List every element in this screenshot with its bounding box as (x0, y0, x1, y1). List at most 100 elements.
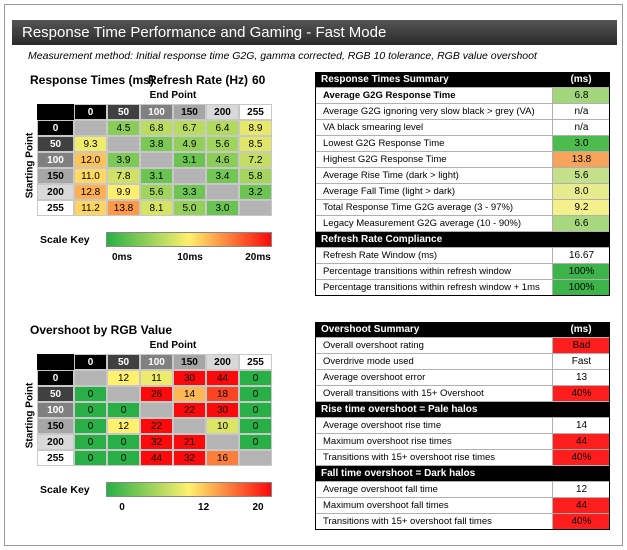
matrix-cell: 0 (107, 434, 140, 450)
matrix-cell: 44 (140, 450, 173, 466)
summary-label: Transitions with 15+ overshoot rise time… (323, 452, 496, 463)
column-header: 50 (107, 354, 140, 370)
section-header: Response Times Summary (ms) (315, 72, 610, 88)
summary-label: Maximum overshoot rise times (323, 436, 452, 447)
matrix-cell: 32 (173, 450, 206, 466)
column-header: 0 (74, 104, 107, 120)
summary-label: Legacy Measurement G2G average (10 - 90%… (323, 218, 522, 229)
matrix-cell: 3.1 (173, 152, 206, 168)
matrix-cell: 12 (107, 418, 140, 434)
summary-value: 6.6 (552, 216, 610, 231)
refresh-label: Refresh Rate (Hz) (148, 73, 249, 87)
row-header: 0 (37, 370, 74, 386)
column-header: 100 (140, 354, 173, 370)
summary-value: Bad (552, 338, 610, 353)
summary-value: 44 (552, 498, 610, 513)
matrix-cell: 0 (74, 418, 107, 434)
summary-border (315, 322, 610, 530)
scale-key-tick: 20 (252, 502, 264, 513)
matrix-cell (140, 402, 173, 418)
matrix-cell: 11.0 (74, 168, 107, 184)
matrix-cell: 14 (173, 386, 206, 402)
matrix-cell: 9.9 (107, 184, 140, 200)
matrix-cell: 4.5 (107, 120, 140, 136)
matrix-cell: 8.9 (239, 120, 272, 136)
matrix-cell: 0 (74, 434, 107, 450)
summary-row: Overdrive mode used Fast (315, 354, 610, 370)
column-header: 255 (239, 104, 272, 120)
summary-row: Maximum overshoot fall times 44 (315, 498, 610, 514)
matrix-cell: 8.1 (140, 200, 173, 216)
matrix-cell: 0 (74, 386, 107, 402)
matrix-cell: 11 (140, 370, 173, 386)
corner-cell (37, 354, 74, 370)
summary-label: Lowest G2G Response Time (323, 138, 445, 149)
summary-label: Highest G2G Response Time (323, 154, 447, 165)
summary-value: 5.6 (552, 168, 610, 183)
section-title: Refresh Rate Compliance (321, 234, 443, 245)
starting-point-label: Starting Point (24, 132, 36, 199)
matrix-cell (74, 370, 107, 386)
scale-key-label: Scale Key (40, 484, 90, 496)
summary-value: 13 (552, 370, 610, 385)
summary-label: Overall transitions with 15+ Overshoot (323, 388, 484, 399)
summary-value: 8.0 (552, 184, 610, 199)
matrix-cell: 0 (239, 434, 272, 450)
matrix-cell: 5.6 (206, 136, 239, 152)
summary-label: Transitions with 15+ overshoot fall time… (323, 516, 492, 527)
section-title: Fall time overshoot = Dark halos (321, 468, 476, 479)
matrix-cell: 0 (239, 386, 272, 402)
summary-value: Fast (552, 354, 610, 369)
matrix-cell: 5.0 (173, 200, 206, 216)
matrix-cell (206, 184, 239, 200)
summary-label: Average G2G Response Time (323, 90, 456, 101)
scale-key-tick: 10ms (177, 252, 203, 263)
matrix-cell: 9.3 (74, 136, 107, 152)
matrix-cell (239, 200, 272, 216)
column-header: 100 (140, 104, 173, 120)
matrix-cell: 6.4 (206, 120, 239, 136)
matrix-cell: 0 (239, 418, 272, 434)
summary-value: 6.8 (552, 88, 610, 103)
scale-key-bar (106, 232, 272, 247)
scale-key-bar (106, 482, 272, 497)
matrix-cell (74, 120, 107, 136)
scale-key-label: Scale Key (40, 234, 90, 246)
matrix-cell: 10 (206, 418, 239, 434)
matrix-cell: 0 (107, 402, 140, 418)
scale-key-tick: 0 (119, 502, 125, 513)
row-header: 255 (37, 200, 74, 216)
row-header: 255 (37, 450, 74, 466)
summary-value: n/a (552, 120, 610, 135)
matrix-cell: 16 (206, 450, 239, 466)
subtitle: Measurement method: Initial response tim… (28, 50, 537, 62)
section-title: Response Times Summary (321, 74, 449, 85)
matrix-cell: 0 (239, 402, 272, 418)
row-header: 100 (37, 152, 74, 168)
section-title: Rise time overshoot = Pale halos (321, 404, 478, 415)
matrix-cell: 3.8 (140, 136, 173, 152)
row-header: 0 (37, 120, 74, 136)
matrix-cell: 6.8 (140, 120, 173, 136)
column-header: 50 (107, 104, 140, 120)
matrix-cell: 8.5 (239, 136, 272, 152)
matrix-cell: 30 (206, 402, 239, 418)
summary-label: Average overshoot error (323, 372, 426, 383)
matrix-title: Response Times (ms) (30, 73, 154, 87)
matrix-cell (173, 418, 206, 434)
column-header: 255 (239, 354, 272, 370)
matrix-cell: 11.2 (74, 200, 107, 216)
summary-label: Average G2G ignoring very slow black > g… (323, 106, 535, 117)
summary-label: Average overshoot rise time (323, 420, 442, 431)
section-unit: (ms) (570, 324, 592, 335)
title-bar: Response Time Performance and Gaming - F… (12, 20, 617, 45)
matrix-cell: 0 (74, 450, 107, 466)
row-header: 150 (37, 168, 74, 184)
summary-value: 44 (552, 434, 610, 449)
row-header: 100 (37, 402, 74, 418)
matrix-cell: 13.8 (107, 200, 140, 216)
section-header: Fall time overshoot = Dark halos (315, 466, 610, 482)
column-header: 200 (206, 104, 239, 120)
matrix-cell: 3.1 (140, 168, 173, 184)
row-header: 50 (37, 136, 74, 152)
